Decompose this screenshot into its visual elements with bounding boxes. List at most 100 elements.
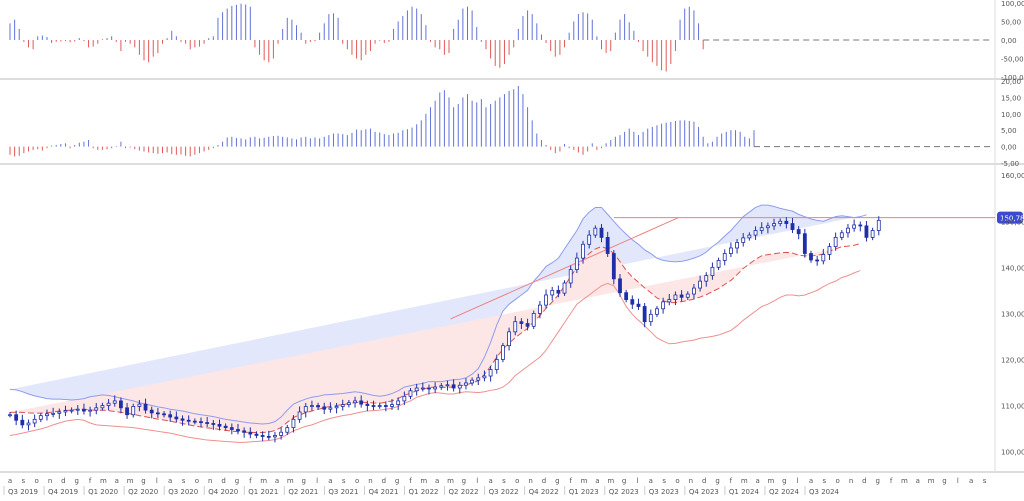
candle-body xyxy=(760,228,763,231)
candle-body xyxy=(575,258,578,270)
candle-body xyxy=(532,313,535,326)
candle-body xyxy=(711,267,714,275)
month-tick-label: s xyxy=(983,477,987,485)
candle-body xyxy=(52,413,55,414)
quarter-tick-label: Q1 2021 xyxy=(248,488,278,496)
candle-body xyxy=(853,225,856,228)
candle-body xyxy=(766,226,769,228)
price-y-tick-label: 150,00 xyxy=(1001,218,1024,226)
price-y-tick-label: 110,00 xyxy=(1001,403,1024,411)
candle-body xyxy=(261,435,264,436)
month-tick-label: g xyxy=(876,477,880,485)
candle-body xyxy=(680,295,683,297)
candle-body xyxy=(600,228,603,237)
candle-body xyxy=(828,247,831,255)
candle-body xyxy=(477,378,480,380)
month-tick-label: m xyxy=(127,477,134,485)
month-tick-label: a xyxy=(275,477,279,485)
month-tick-label: m xyxy=(928,477,935,485)
candle-body xyxy=(64,411,67,412)
candle-body xyxy=(304,406,307,412)
candle-body xyxy=(785,221,788,223)
price-y-tick-label: 130,00 xyxy=(1001,310,1024,318)
month-tick-label: a xyxy=(649,477,653,485)
month-tick-label: m xyxy=(768,477,775,485)
candle-body xyxy=(286,428,289,433)
month-tick-label: f xyxy=(409,477,412,485)
candle-body xyxy=(329,408,332,409)
candle-body xyxy=(458,385,461,388)
month-tick-label: n xyxy=(208,477,212,485)
month-tick-label: l xyxy=(316,477,318,485)
candle-body xyxy=(181,419,184,420)
quarter-tick-label: Q4 2020 xyxy=(208,488,238,496)
candle-body xyxy=(150,410,153,413)
month-tick-label: g xyxy=(942,477,946,485)
candle-body xyxy=(729,248,732,254)
candle-body xyxy=(440,386,443,387)
quarter-tick-label: Q3 2024 xyxy=(809,488,840,496)
quarter-tick-label: Q3 2021 xyxy=(328,488,358,496)
month-tick-label: m xyxy=(100,477,107,485)
month-tick-label: g xyxy=(555,477,559,485)
month-tick-label: a xyxy=(809,477,813,485)
quarter-tick-label: Q3 2020 xyxy=(168,488,198,496)
month-tick-label: m xyxy=(260,477,267,485)
quarter-tick-label: Q1 2022 xyxy=(409,488,439,496)
candle-body xyxy=(834,237,837,246)
price-panel: 150,78 xyxy=(9,205,1024,442)
candle-body xyxy=(341,405,344,407)
candle-body xyxy=(582,244,585,258)
candle-body xyxy=(816,260,819,261)
candle-body xyxy=(754,230,757,235)
month-tick-label: o xyxy=(836,477,840,485)
month-tick-label: a xyxy=(8,477,12,485)
candle-body xyxy=(39,416,42,420)
osc2-y-tick-label: 5,00 xyxy=(1001,127,1017,135)
price-y-tick-label: 160,00 xyxy=(1001,172,1024,180)
month-tick-label: d xyxy=(542,477,546,485)
osc2-y-tick-label: 15,00 xyxy=(1001,94,1021,102)
price-y-tick-label: 140,00 xyxy=(1001,264,1024,272)
quarter-tick-label: Q1 2023 xyxy=(569,488,599,496)
month-tick-label: s xyxy=(22,477,26,485)
month-tick-label: n xyxy=(368,477,372,485)
candle-body xyxy=(859,225,862,226)
candle-body xyxy=(797,230,800,234)
month-tick-label: o xyxy=(515,477,519,485)
candle-body xyxy=(846,228,849,233)
candle-body xyxy=(779,221,782,223)
candle-body xyxy=(193,421,196,422)
candle-body xyxy=(224,426,227,427)
quarter-tick-label: Q3 2023 xyxy=(649,488,679,496)
candle-body xyxy=(588,235,591,244)
candle-body xyxy=(298,412,301,419)
month-tick-label: g xyxy=(715,477,719,485)
candle-body xyxy=(76,409,79,410)
candle-body xyxy=(520,322,523,324)
candle-body xyxy=(871,230,874,237)
candle-body xyxy=(384,406,387,407)
candle-body xyxy=(612,254,615,279)
candle-body xyxy=(255,434,258,435)
candle-body xyxy=(107,403,110,405)
candle-body xyxy=(335,406,338,407)
candle-body xyxy=(89,410,92,411)
candle-body xyxy=(791,224,794,230)
candle-body xyxy=(803,234,806,254)
month-tick-label: g xyxy=(141,477,145,485)
month-tick-label: o xyxy=(195,477,199,485)
candle-body xyxy=(594,228,597,235)
candle-body xyxy=(138,404,141,406)
price-y-tick-label: 100,00 xyxy=(1001,449,1024,457)
month-tick-label: s xyxy=(823,477,827,485)
candle-body xyxy=(655,309,658,315)
month-tick-label: g xyxy=(235,477,239,485)
month-tick-label: d xyxy=(221,477,225,485)
candle-body xyxy=(464,383,467,385)
candle-body xyxy=(218,424,221,426)
candle-body xyxy=(625,293,628,300)
candle-body xyxy=(668,300,671,302)
candle-body xyxy=(409,391,412,397)
